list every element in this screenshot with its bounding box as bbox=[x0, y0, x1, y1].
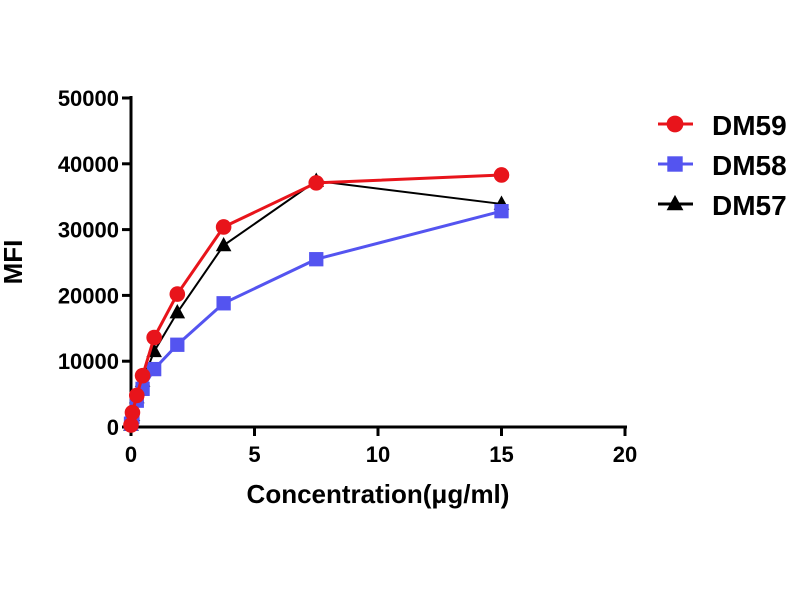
circle-marker bbox=[215, 219, 232, 235]
x-tick-label: 0 bbox=[125, 442, 137, 467]
x-axis-label: Concentration(μg/ml) bbox=[247, 479, 510, 509]
x-tick-label: 10 bbox=[366, 442, 390, 467]
x-tick-label: 15 bbox=[489, 442, 513, 467]
legend-item-dm59: DM59 bbox=[658, 110, 787, 141]
circle-marker bbox=[493, 167, 510, 183]
x-tick-label: 5 bbox=[248, 442, 260, 467]
y-tick-label: 20000 bbox=[58, 283, 119, 308]
series-dm57 bbox=[123, 172, 510, 431]
square-marker bbox=[494, 204, 509, 219]
square-marker bbox=[147, 361, 162, 377]
circle-marker bbox=[146, 329, 162, 346]
series-line bbox=[129, 209, 502, 425]
legend-label: DM58 bbox=[712, 150, 787, 181]
y-axis-label: MFI bbox=[0, 240, 28, 285]
square-marker bbox=[667, 156, 683, 172]
y-tick-label: 0 bbox=[107, 415, 119, 440]
legend-label: DM59 bbox=[712, 110, 787, 141]
x-tick-label: 20 bbox=[613, 442, 637, 467]
triangle-marker bbox=[215, 236, 232, 252]
circle-marker bbox=[134, 367, 151, 384]
legend-item-dm57: DM57 bbox=[658, 190, 787, 221]
circle-marker bbox=[123, 417, 139, 433]
square-marker bbox=[309, 252, 324, 267]
legend-item-dm58: DM58 bbox=[658, 150, 787, 181]
circle-marker bbox=[169, 286, 186, 302]
circle-marker bbox=[666, 115, 684, 133]
triangle-marker bbox=[666, 194, 684, 211]
axes: 0 5 10 15 20 0 10000 20000 30000 40000 50000 bbox=[58, 86, 637, 467]
square-marker bbox=[216, 296, 231, 311]
y-tick-label: 50000 bbox=[58, 86, 119, 111]
y-tick-label: 10000 bbox=[58, 349, 119, 374]
square-marker bbox=[170, 337, 185, 352]
circle-marker bbox=[308, 175, 325, 191]
series-dm59 bbox=[123, 167, 510, 433]
series-layer bbox=[123, 167, 510, 433]
y-tick-label: 30000 bbox=[58, 218, 119, 243]
series-line bbox=[130, 179, 502, 426]
circle-marker bbox=[124, 404, 141, 421]
legend: DM59 DM58 DM57 bbox=[658, 110, 787, 221]
circle-marker bbox=[128, 387, 145, 404]
y-tick-label: 40000 bbox=[58, 152, 119, 177]
triangle-marker bbox=[169, 304, 186, 319]
legend-label: DM57 bbox=[712, 190, 787, 221]
